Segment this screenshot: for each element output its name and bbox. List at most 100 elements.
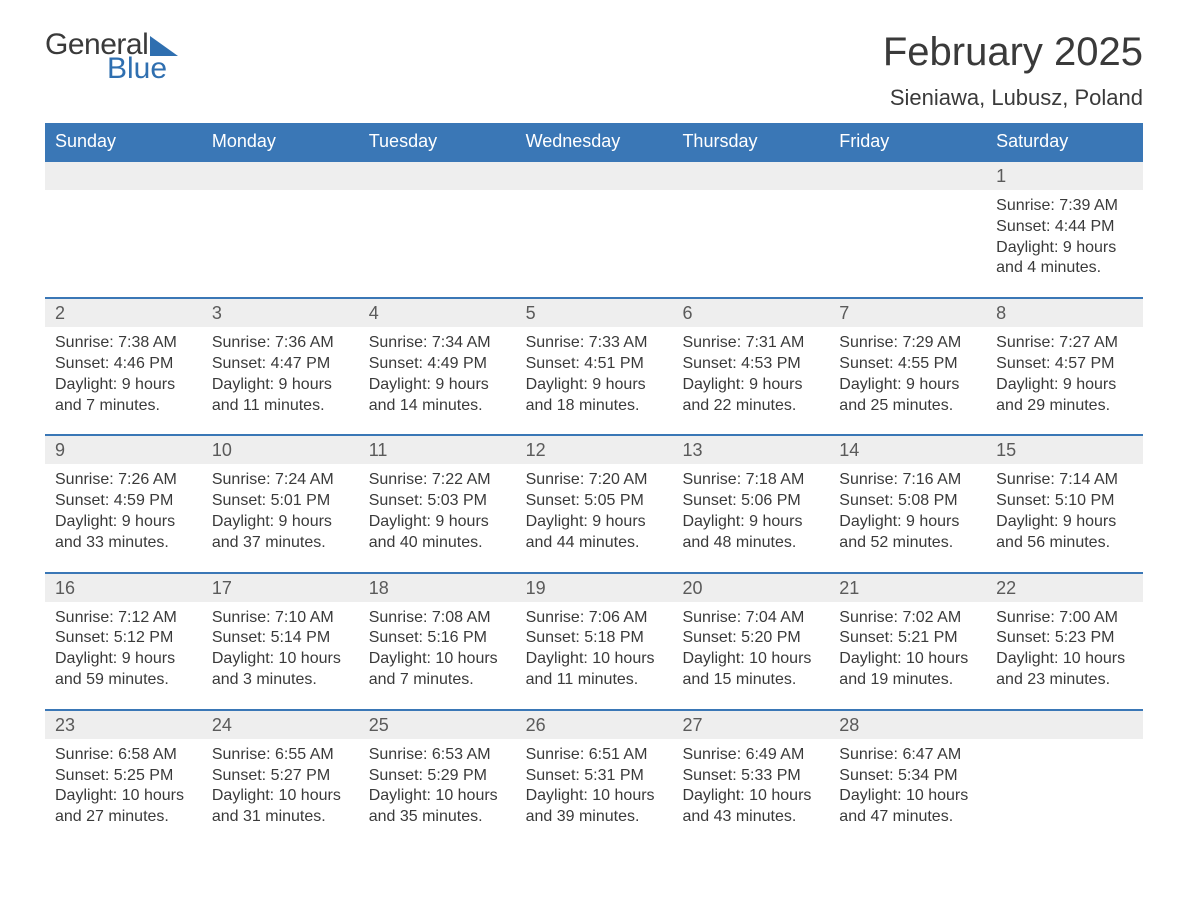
sunrise-text: Sunrise: 7:26 AM (55, 470, 192, 491)
day-detail-cell: Sunrise: 7:22 AMSunset: 5:03 PMDaylight:… (359, 464, 516, 553)
day-number-cell: 24 (202, 711, 359, 739)
week-block: 232425262728Sunrise: 6:58 AMSunset: 5:25… (45, 709, 1143, 828)
day-number-cell: 1 (986, 162, 1143, 190)
day-number-cell: 21 (829, 574, 986, 602)
sunrise-text: Sunrise: 6:49 AM (682, 745, 819, 766)
daylight-text: Daylight: 10 hours and 43 minutes. (682, 786, 819, 828)
sunrise-text: Sunrise: 7:36 AM (212, 333, 349, 354)
day-detail-row: Sunrise: 6:58 AMSunset: 5:25 PMDaylight:… (45, 739, 1143, 828)
day-detail-cell: Sunrise: 7:18 AMSunset: 5:06 PMDaylight:… (672, 464, 829, 553)
day-of-week-cell: Friday (829, 123, 986, 160)
day-detail-row: Sunrise: 7:39 AMSunset: 4:44 PMDaylight:… (45, 190, 1143, 279)
sunset-text: Sunset: 5:08 PM (839, 491, 976, 512)
sunset-text: Sunset: 4:46 PM (55, 354, 192, 375)
day-number-cell: 13 (672, 436, 829, 464)
day-detail-cell: Sunrise: 6:47 AMSunset: 5:34 PMDaylight:… (829, 739, 986, 828)
sunrise-text: Sunrise: 7:02 AM (839, 608, 976, 629)
daylight-text: Daylight: 9 hours and 18 minutes. (526, 375, 663, 417)
day-number-cell: 16 (45, 574, 202, 602)
sunrise-text: Sunrise: 7:33 AM (526, 333, 663, 354)
sunset-text: Sunset: 5:25 PM (55, 766, 192, 787)
sunrise-text: Sunrise: 7:39 AM (996, 196, 1133, 217)
day-number-cell: 3 (202, 299, 359, 327)
day-detail-cell: Sunrise: 7:31 AMSunset: 4:53 PMDaylight:… (672, 327, 829, 416)
sunset-text: Sunset: 5:31 PM (526, 766, 663, 787)
sunrise-text: Sunrise: 7:04 AM (682, 608, 819, 629)
sunset-text: Sunset: 4:51 PM (526, 354, 663, 375)
daylight-text: Daylight: 9 hours and 29 minutes. (996, 375, 1133, 417)
daylight-text: Daylight: 9 hours and 4 minutes. (996, 238, 1133, 280)
day-detail-cell (829, 190, 986, 279)
daylight-text: Daylight: 9 hours and 14 minutes. (369, 375, 506, 417)
weeks-container: 1Sunrise: 7:39 AMSunset: 4:44 PMDaylight… (45, 160, 1143, 828)
day-detail-cell (202, 190, 359, 279)
day-number-cell: 23 (45, 711, 202, 739)
day-detail-cell: Sunrise: 7:00 AMSunset: 5:23 PMDaylight:… (986, 602, 1143, 691)
day-number-cell: 8 (986, 299, 1143, 327)
week-block: 2345678Sunrise: 7:38 AMSunset: 4:46 PMDa… (45, 297, 1143, 416)
day-number-cell: 18 (359, 574, 516, 602)
day-detail-cell: Sunrise: 7:12 AMSunset: 5:12 PMDaylight:… (45, 602, 202, 691)
day-detail-cell: Sunrise: 7:33 AMSunset: 4:51 PMDaylight:… (516, 327, 673, 416)
day-detail-cell: Sunrise: 7:20 AMSunset: 5:05 PMDaylight:… (516, 464, 673, 553)
day-detail-cell: Sunrise: 7:27 AMSunset: 4:57 PMDaylight:… (986, 327, 1143, 416)
logo-triangle-icon (150, 36, 178, 56)
daylight-text: Daylight: 9 hours and 40 minutes. (369, 512, 506, 554)
sunrise-text: Sunrise: 7:06 AM (526, 608, 663, 629)
daylight-text: Daylight: 10 hours and 15 minutes. (682, 649, 819, 691)
sunset-text: Sunset: 4:59 PM (55, 491, 192, 512)
sunrise-text: Sunrise: 6:47 AM (839, 745, 976, 766)
day-detail-cell: Sunrise: 6:49 AMSunset: 5:33 PMDaylight:… (672, 739, 829, 828)
day-number-cell: 27 (672, 711, 829, 739)
day-of-week-cell: Thursday (672, 123, 829, 160)
week-block: 9101112131415Sunrise: 7:26 AMSunset: 4:5… (45, 434, 1143, 553)
daylight-text: Daylight: 10 hours and 35 minutes. (369, 786, 506, 828)
sunset-text: Sunset: 5:01 PM (212, 491, 349, 512)
day-number-cell: 26 (516, 711, 673, 739)
day-detail-row: Sunrise: 7:12 AMSunset: 5:12 PMDaylight:… (45, 602, 1143, 691)
day-number-cell: 28 (829, 711, 986, 739)
day-number-cell: 10 (202, 436, 359, 464)
daylight-text: Daylight: 9 hours and 11 minutes. (212, 375, 349, 417)
day-detail-cell: Sunrise: 7:16 AMSunset: 5:08 PMDaylight:… (829, 464, 986, 553)
sunrise-text: Sunrise: 7:29 AM (839, 333, 976, 354)
daylight-text: Daylight: 9 hours and 59 minutes. (55, 649, 192, 691)
sunrise-text: Sunrise: 6:51 AM (526, 745, 663, 766)
day-number-cell (202, 162, 359, 190)
month-title: February 2025 (883, 30, 1143, 75)
logo: General Blue (45, 30, 178, 84)
day-detail-cell (986, 739, 1143, 828)
sunset-text: Sunset: 4:53 PM (682, 354, 819, 375)
sunset-text: Sunset: 5:14 PM (212, 628, 349, 649)
day-number-cell (672, 162, 829, 190)
daylight-text: Daylight: 10 hours and 11 minutes. (526, 649, 663, 691)
sunrise-text: Sunrise: 7:12 AM (55, 608, 192, 629)
sunset-text: Sunset: 4:47 PM (212, 354, 349, 375)
day-of-week-cell: Wednesday (516, 123, 673, 160)
day-number-cell: 5 (516, 299, 673, 327)
sunrise-text: Sunrise: 6:53 AM (369, 745, 506, 766)
daylight-text: Daylight: 9 hours and 25 minutes. (839, 375, 976, 417)
daylight-text: Daylight: 9 hours and 37 minutes. (212, 512, 349, 554)
daylight-text: Daylight: 9 hours and 22 minutes. (682, 375, 819, 417)
day-number-cell (359, 162, 516, 190)
daylight-text: Daylight: 9 hours and 44 minutes. (526, 512, 663, 554)
sunset-text: Sunset: 5:18 PM (526, 628, 663, 649)
day-detail-cell: Sunrise: 6:58 AMSunset: 5:25 PMDaylight:… (45, 739, 202, 828)
sunset-text: Sunset: 4:44 PM (996, 217, 1133, 238)
day-detail-cell: Sunrise: 7:02 AMSunset: 5:21 PMDaylight:… (829, 602, 986, 691)
week-block: 16171819202122Sunrise: 7:12 AMSunset: 5:… (45, 572, 1143, 691)
daylight-text: Daylight: 10 hours and 23 minutes. (996, 649, 1133, 691)
sunrise-text: Sunrise: 6:55 AM (212, 745, 349, 766)
sunrise-text: Sunrise: 7:27 AM (996, 333, 1133, 354)
calendar: SundayMondayTuesdayWednesdayThursdayFrid… (45, 123, 1143, 828)
day-number-cell: 19 (516, 574, 673, 602)
daylight-text: Daylight: 9 hours and 33 minutes. (55, 512, 192, 554)
day-detail-row: Sunrise: 7:38 AMSunset: 4:46 PMDaylight:… (45, 327, 1143, 416)
day-detail-cell: Sunrise: 7:38 AMSunset: 4:46 PMDaylight:… (45, 327, 202, 416)
day-number-cell (45, 162, 202, 190)
day-of-week-cell: Sunday (45, 123, 202, 160)
sunset-text: Sunset: 5:12 PM (55, 628, 192, 649)
sunset-text: Sunset: 5:21 PM (839, 628, 976, 649)
sunset-text: Sunset: 4:57 PM (996, 354, 1133, 375)
